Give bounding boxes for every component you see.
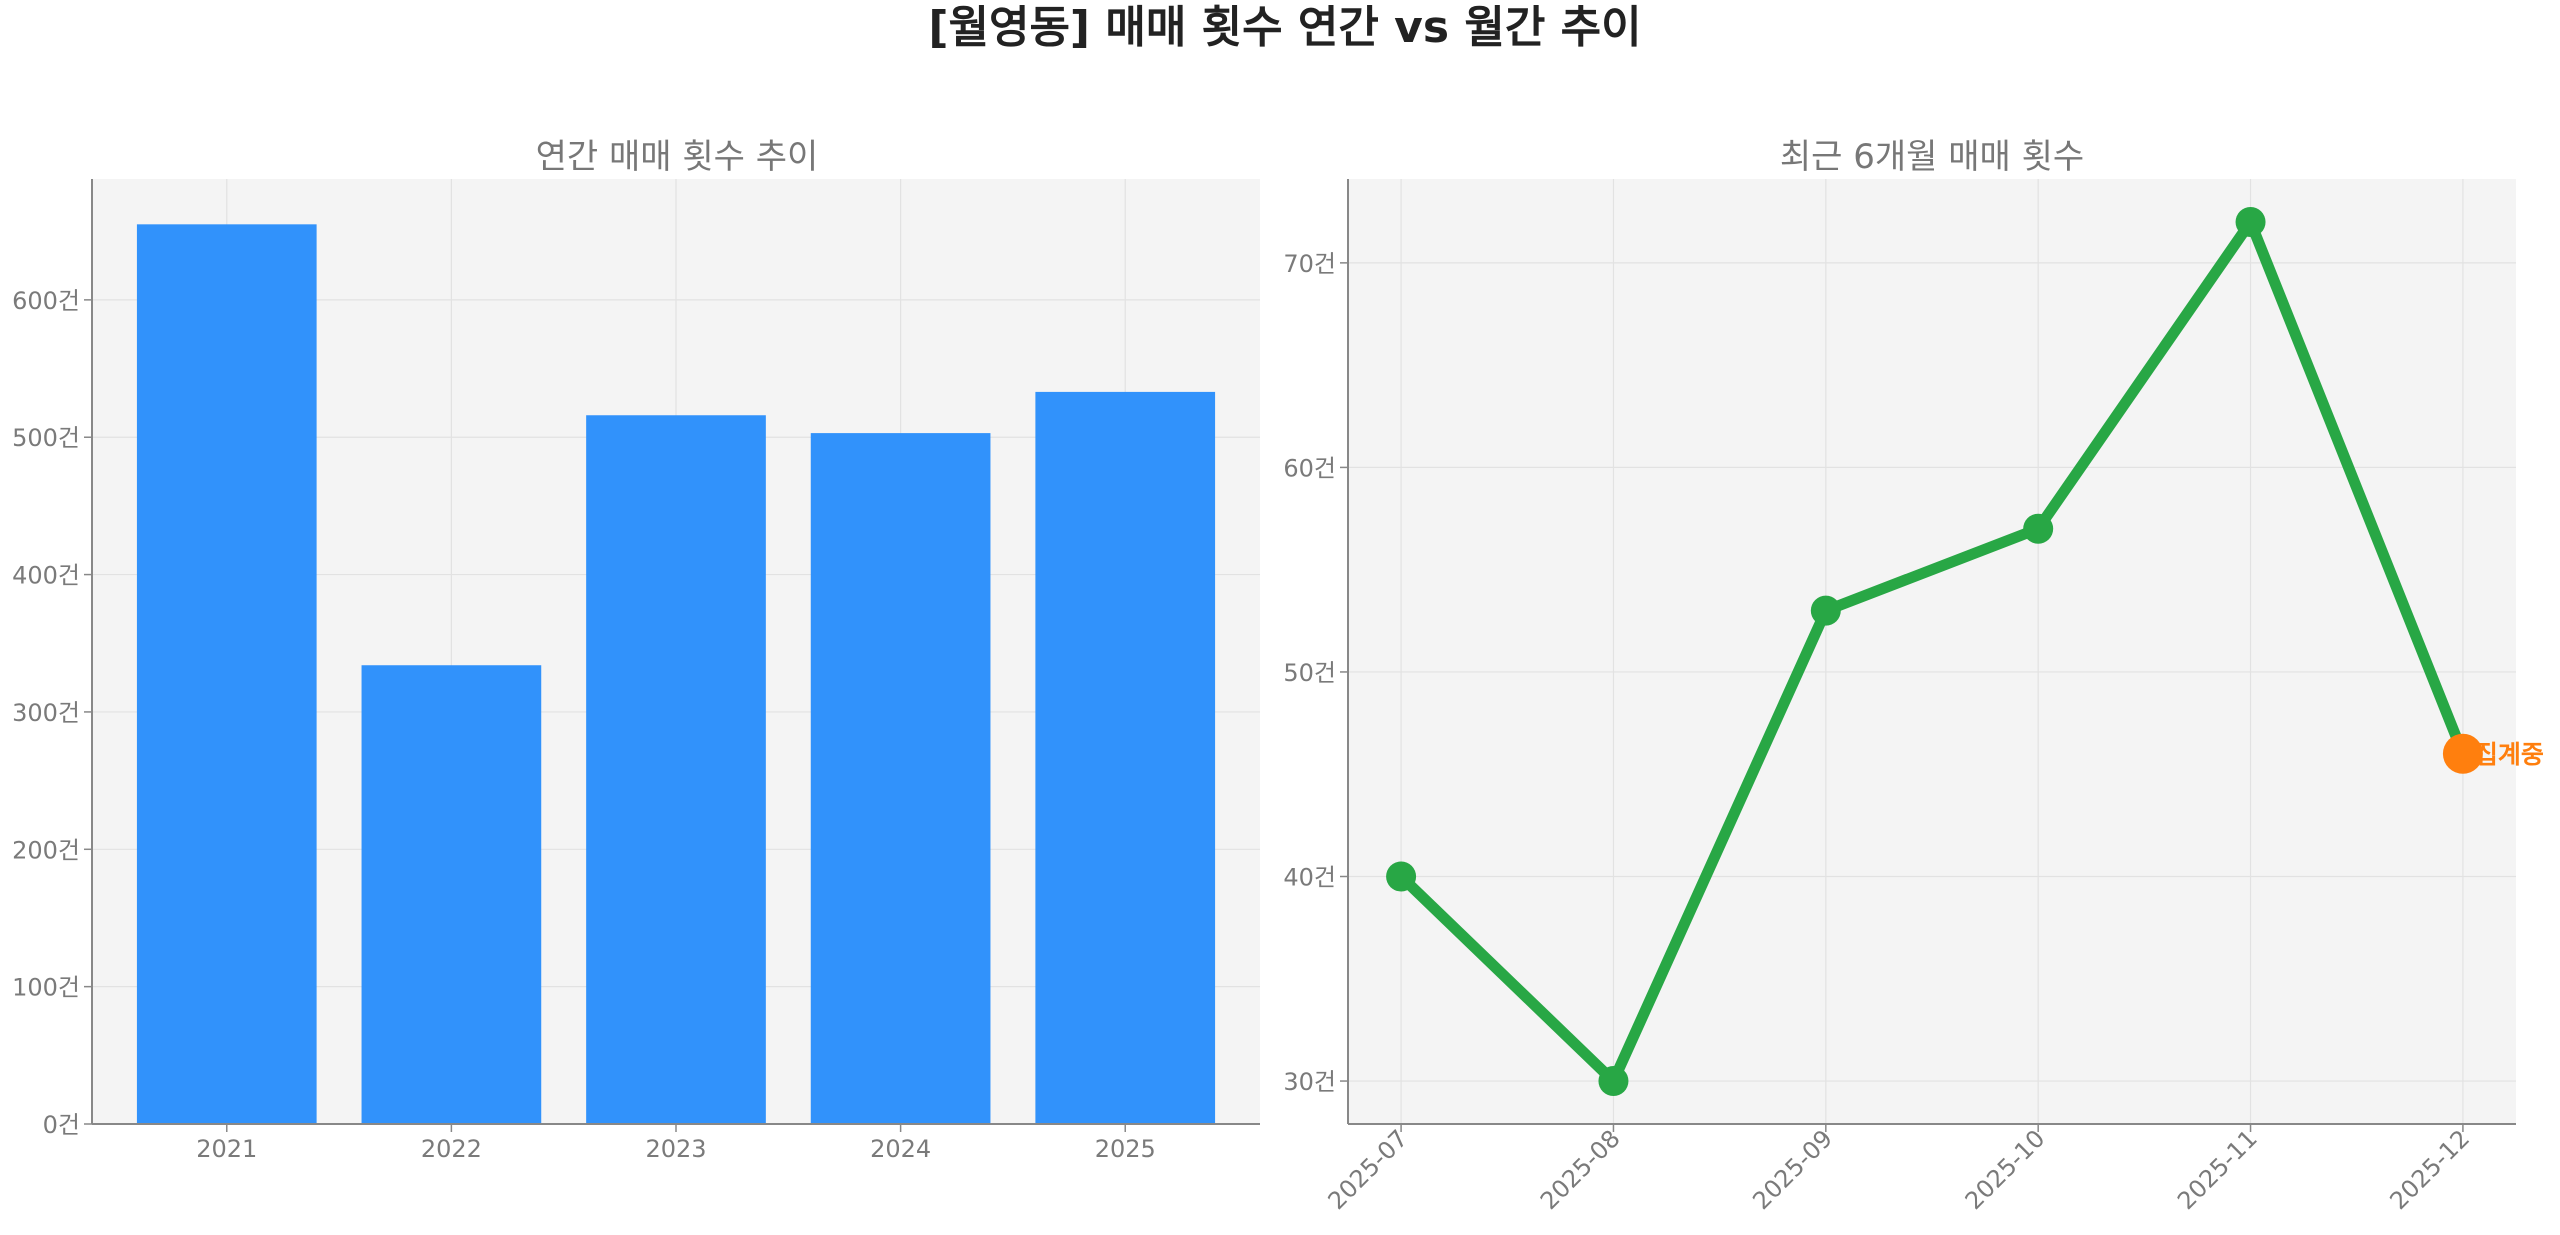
monthly-chart-title: 최근 6개월 매매 횟수	[1780, 137, 2084, 177]
monthly-y-tick-label: 30건	[1283, 1068, 1336, 1096]
chart-suptitle: [월영동] 매매 횟수 연간 vs 월간 추이	[928, 2, 1641, 53]
annual-x-tick-label: 2022	[421, 1135, 482, 1163]
monthly-series-line	[1395, 216, 2469, 1087]
monthly-point-2025-07	[1386, 861, 1417, 892]
monthly-point-2025-09	[1810, 595, 1841, 626]
annual-x-tick-label: 2023	[645, 1135, 706, 1163]
annual-x-tick-label: 2021	[196, 1135, 257, 1163]
annual-y-tick-label: 100건	[12, 974, 80, 1002]
monthly-y-tick-label: 60건	[1283, 454, 1336, 482]
monthly-point-2025-08	[1598, 1066, 1629, 1097]
monthly-x-tick-label: 2025-09	[1747, 1124, 1838, 1215]
monthly-x-tick-label: 2025-07	[1323, 1124, 1414, 1215]
monthly-x-tick-label: 2025-12	[2384, 1124, 2475, 1215]
annual-bar-2021	[136, 224, 317, 1125]
monthly-plot-area	[1348, 179, 2516, 1124]
annual-bar-2022	[361, 665, 542, 1124]
monthly-point-2025-11	[2235, 206, 2266, 237]
monthly-y-tick-label: 70건	[1283, 250, 1336, 278]
annual-y-tick-label: 500건	[12, 424, 80, 452]
annual-x-tick-label: 2024	[870, 1135, 931, 1163]
annual-bar-2025	[1035, 391, 1216, 1124]
annual-y-tick-label: 300건	[12, 699, 80, 727]
annual-bar-chart: 연간 매매 횟수 추이 0건 100건 200건 300건 400건 500건 600건 20…	[12, 137, 1260, 1163]
annual-y-tick-label: 200건	[12, 836, 80, 864]
monthly-x-tick-label: 2025-11	[2172, 1124, 2263, 1215]
annual-chart-title: 연간 매매 횟수 추이	[536, 137, 819, 177]
monthly-x-tick-label: 2025-10	[1960, 1124, 2051, 1215]
monthly-y-tick-label: 40건	[1283, 864, 1336, 892]
annual-y-tick-label: 400건	[12, 562, 80, 590]
monthly-line-chart: 최근 6개월 매매 횟수 집계중 30건 40건 50건 60건 70건 2025-07 20…	[1283, 137, 2544, 1215]
annual-bar-2024	[810, 433, 991, 1125]
monthly-point-in-progress	[2442, 733, 2483, 774]
annual-y-tick-label: 0건	[43, 1111, 80, 1139]
annual-y-tick-label: 600건	[12, 287, 80, 315]
in-progress-annotation: 집계중	[2475, 740, 2544, 769]
annual-x-tick-label: 2025	[1095, 1135, 1156, 1163]
monthly-y-tick-label: 50건	[1283, 659, 1336, 687]
annual-bar-2023	[586, 415, 766, 1124]
monthly-point-2025-10	[2023, 513, 2054, 544]
monthly-x-tick-label: 2025-08	[1535, 1124, 1626, 1215]
